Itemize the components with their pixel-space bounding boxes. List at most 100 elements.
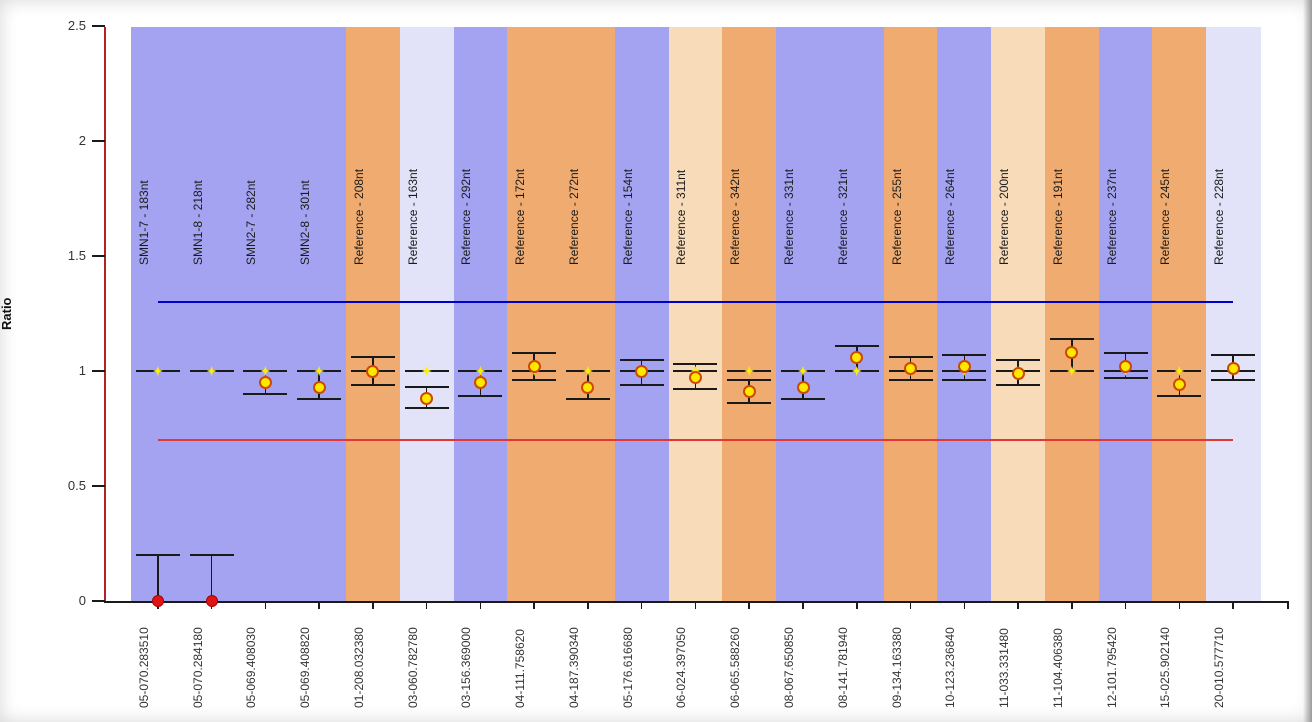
probe-name-label: Reference - 172nt	[513, 168, 528, 265]
probe-name-label: Reference - 245nt	[1158, 168, 1173, 265]
x-axis-tick-label: 15-025.902140	[1158, 627, 1173, 708]
probe-name-label: Reference - 272nt	[566, 168, 581, 265]
error-bar-cap	[1157, 395, 1202, 398]
x-axis-tick-label: 11-033.331480	[997, 628, 1012, 708]
probe-name-label: SMN1-8 - 218nt	[190, 180, 205, 265]
x-axis-tick-label: 10-123.236840	[943, 627, 958, 708]
probe-ratio-point[interactable]	[312, 380, 326, 394]
probe-name-label: Reference - 208nt	[351, 168, 366, 265]
error-bar-line	[157, 555, 159, 601]
y-axis-title: Ratio	[0, 297, 14, 331]
probe-band	[1098, 27, 1154, 601]
probe-ratio-point[interactable]	[366, 364, 380, 378]
x-axis-tick	[1178, 601, 1181, 609]
probe-ratio-point[interactable]	[688, 371, 702, 385]
error-bar-cap	[888, 379, 933, 382]
probe-band	[453, 27, 508, 601]
probe-band	[399, 27, 455, 601]
probe-ratio-point[interactable]	[1119, 359, 1133, 373]
y-axis-tick-label: 1	[78, 363, 86, 378]
x-axis-tick-label: 04-111.758620	[513, 629, 528, 708]
x-axis-tick	[1071, 601, 1073, 609]
probe-band	[507, 27, 562, 601]
error-bar-cap	[243, 393, 288, 395]
probe-ratio-point[interactable]	[581, 380, 595, 394]
probe-name-label: SMN2-7 - 282nt	[244, 180, 259, 265]
probe-band	[1206, 27, 1261, 601]
y-axis-tick-label: 0.5	[67, 478, 86, 493]
probe-band	[1044, 27, 1100, 601]
probe-name-label: Reference - 264nt	[943, 168, 958, 265]
probe-ratio-point[interactable]	[635, 364, 649, 378]
probe-band	[1152, 27, 1207, 601]
error-bar-cap	[404, 406, 449, 409]
x-axis-tick-label: 20-010.577710	[1212, 627, 1227, 708]
expected-ratio-marker	[851, 366, 862, 376]
error-bar-cap	[673, 388, 718, 391]
x-axis-tick	[802, 601, 804, 609]
probe-ratio-point[interactable]	[957, 359, 971, 373]
error-bar-cap	[619, 383, 664, 386]
probe-name-label: Reference - 163nt	[405, 168, 420, 265]
probe-ratio-point[interactable]	[850, 350, 864, 364]
probe-name-label: Reference - 200nt	[997, 168, 1012, 265]
probe-ratio-point[interactable]	[151, 595, 164, 607]
y-axis-tick-label: 2.5	[67, 18, 86, 33]
probe-name-label: Reference - 191nt	[1050, 168, 1065, 265]
error-bar-cap	[996, 383, 1041, 386]
y-axis-tick	[92, 600, 105, 602]
probe-band	[346, 27, 401, 601]
x-axis-tick	[694, 601, 697, 609]
expected-ratio-marker	[798, 366, 808, 376]
expected-ratio-marker	[582, 366, 593, 376]
probe-band	[131, 27, 186, 601]
error-bar-cap	[727, 402, 772, 405]
probe-ratio-point[interactable]	[473, 376, 487, 389]
error-bar-cap	[781, 397, 825, 400]
probe-ratio-point[interactable]	[904, 362, 918, 376]
x-axis-tick	[963, 601, 966, 609]
x-axis-tick-label: 05-070.284180	[190, 627, 205, 708]
probe-ratio-point[interactable]	[1172, 378, 1186, 392]
error-bar-cap	[565, 397, 610, 400]
error-bar-cap	[297, 397, 342, 400]
probe-ratio-point[interactable]	[527, 359, 541, 373]
y-axis-tick	[92, 140, 105, 142]
x-axis-tick-label: 05-070.283510	[136, 627, 151, 708]
probe-ratio-point[interactable]	[258, 376, 272, 389]
probe-name-label: Reference - 342nt	[728, 168, 743, 265]
expected-ratio-marker	[421, 366, 432, 376]
upper-threshold-line	[158, 300, 1233, 304]
probe-ratio-point[interactable]	[205, 595, 218, 607]
expected-ratio-marker	[1174, 366, 1185, 376]
y-axis-tick	[92, 25, 105, 27]
expected-ratio-marker	[260, 366, 271, 376]
x-axis-tick-label: 06-024.397050	[674, 627, 689, 708]
x-axis-line	[104, 601, 1289, 603]
probe-name-label: Reference - 321nt	[835, 168, 850, 265]
x-axis-tick	[748, 601, 750, 609]
probe-ratio-point[interactable]	[742, 385, 756, 399]
lower-threshold-line	[158, 438, 1233, 441]
probe-ratio-point[interactable]	[796, 380, 810, 394]
probe-ratio-point[interactable]	[1011, 366, 1025, 380]
probe-name-label: Reference - 331nt	[782, 168, 796, 265]
x-axis-tick	[1232, 601, 1234, 609]
x-axis-tick-label: 12-101.795420	[1104, 627, 1119, 708]
probe-ratio-point[interactable]	[1065, 346, 1079, 360]
error-bar-cap	[942, 379, 987, 382]
expected-ratio-marker	[206, 366, 217, 376]
x-axis-tick-label: 06-065.588260	[728, 627, 743, 708]
probe-band	[722, 27, 777, 601]
probe-ratio-point[interactable]	[420, 392, 434, 406]
probe-name-label: SMN1-7 - 183nt	[136, 180, 151, 265]
x-axis-tick-label: 08-067.650850	[782, 627, 796, 708]
x-axis-tick	[587, 601, 589, 609]
y-axis-tick-label: 1.5	[67, 248, 86, 263]
probe-ratio-point[interactable]	[1226, 362, 1240, 376]
error-bar-cap	[512, 379, 557, 382]
error-bar-cap	[350, 383, 395, 386]
error-bar-cap	[1103, 376, 1148, 379]
error-bar-cap	[458, 395, 503, 398]
